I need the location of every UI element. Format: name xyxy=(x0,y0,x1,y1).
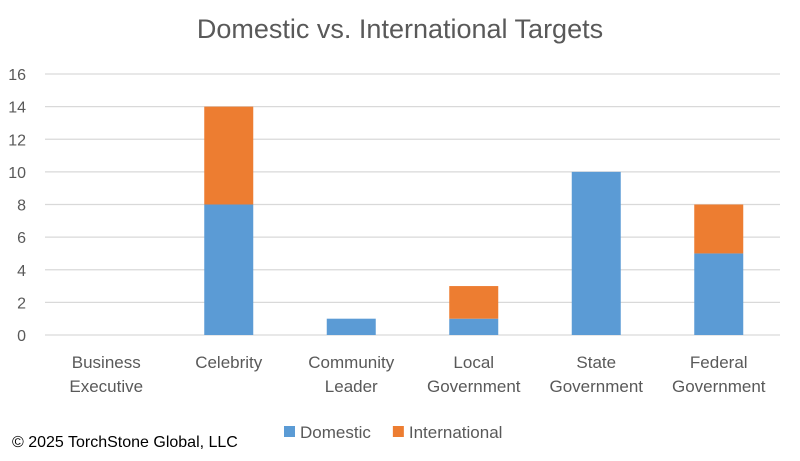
x-tick-label: Executive xyxy=(69,377,143,396)
bars xyxy=(204,106,744,335)
x-tick-label: Local xyxy=(453,353,494,372)
legend-label: International xyxy=(409,423,503,442)
copyright: © 2025 TorchStone Global, LLC xyxy=(12,434,238,451)
legend-swatch xyxy=(284,426,295,437)
bar-domestic xyxy=(449,318,499,335)
bar-domestic xyxy=(571,171,621,335)
y-tick-label: 12 xyxy=(8,132,26,149)
x-tick-label: Government xyxy=(549,377,643,396)
bar-domestic xyxy=(694,253,744,335)
legend-label: Domestic xyxy=(300,423,371,442)
bar-international xyxy=(694,204,744,254)
legend-swatch xyxy=(392,426,404,437)
y-tick-label: 6 xyxy=(17,230,26,247)
x-tick-label: Government xyxy=(427,377,521,396)
x-tick-label: Community xyxy=(308,353,394,372)
y-tick-label: 14 xyxy=(8,100,26,117)
x-axis-ticks: Business Executive Celebrity Community Leade… xyxy=(69,353,765,396)
legend: Domestic International xyxy=(284,423,502,442)
y-tick-label: 4 xyxy=(17,263,26,280)
y-tick-label: 8 xyxy=(17,198,26,215)
gridlines xyxy=(45,73,780,336)
y-tick-label: 2 xyxy=(17,295,26,312)
y-tick-label: 0 xyxy=(17,328,26,345)
bar-international xyxy=(204,106,254,205)
y-axis-ticks: 0 2 4 6 8 10 12 14 16 xyxy=(8,67,26,345)
x-tick-label: Federal xyxy=(690,353,748,372)
y-tick-label: 16 xyxy=(8,67,26,84)
bar-domestic xyxy=(204,204,254,335)
x-tick-label: Government xyxy=(672,377,766,396)
bar-domestic xyxy=(326,318,376,335)
bar-international xyxy=(449,286,499,319)
x-tick-label: Leader xyxy=(325,377,378,396)
x-tick-label: Business xyxy=(72,353,141,372)
x-tick-label: State xyxy=(576,353,616,372)
x-tick-label: Celebrity xyxy=(195,353,263,372)
y-tick-label: 10 xyxy=(8,165,26,182)
chart-title: Domestic vs. International Targets xyxy=(197,14,603,44)
